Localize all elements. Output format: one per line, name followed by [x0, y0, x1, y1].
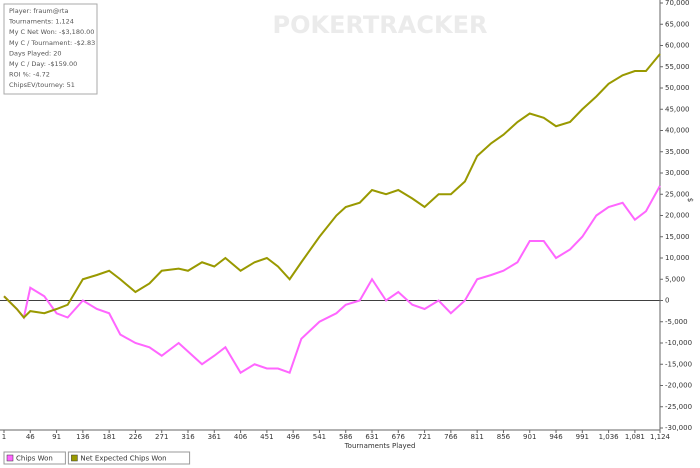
x-tick-label: 361 — [208, 433, 221, 441]
x-tick-label: 1,124 — [650, 433, 671, 441]
x-tick-label: 496 — [286, 433, 300, 441]
x-tick-label: 991 — [576, 433, 589, 441]
x-tick-label: 811 — [470, 433, 483, 441]
legend-item — [67, 451, 191, 465]
y-tick-label: 65,000 — [665, 20, 690, 28]
x-tick-label: 451 — [260, 433, 273, 441]
y-tick-label: 0 — [665, 297, 669, 305]
y-tick-label: 50,000 — [665, 84, 690, 92]
stat-line: My C / Tournament: -$2.83 — [9, 39, 95, 47]
stats-box — [3, 3, 98, 95]
legend-label: Chips Won — [16, 455, 53, 463]
x-tick-label: 136 — [76, 433, 90, 441]
x-tick-label: 91 — [52, 433, 61, 441]
stat-line: ChipsEV/tourney: 51 — [9, 81, 75, 89]
legend-label: Net Expected Chips Won — [80, 455, 166, 463]
y-tick-label: 30,000 — [665, 169, 690, 177]
y-tick-label: 55,000 — [665, 63, 690, 71]
stat-line: My C / Day: -$159.00 — [9, 60, 77, 68]
x-tick-label: 226 — [129, 433, 143, 441]
x-tick-label: 721 — [418, 433, 431, 441]
x-tick-label: 541 — [313, 433, 326, 441]
x-tick-label: 901 — [523, 433, 536, 441]
watermark: POKERTRACKER — [273, 11, 488, 39]
stat-line: Player: fraum@rta — [9, 7, 68, 15]
y-tick-label: -25,000 — [665, 403, 692, 411]
y-tick-label: 70,000 — [665, 0, 690, 7]
x-tick-label: 406 — [234, 433, 248, 441]
x-tick-label: 766 — [444, 433, 458, 441]
x-axis-title: Tournaments Played — [344, 442, 416, 450]
y-tick-label: 15,000 — [665, 233, 690, 241]
stat-line: ROI %: -4.72 — [9, 71, 50, 79]
y-tick-label: 10,000 — [665, 254, 690, 262]
y-tick-label: 35,000 — [665, 148, 690, 156]
x-tick-label: 676 — [392, 433, 406, 441]
y-tick-label: 20,000 — [665, 212, 690, 220]
legend-swatch — [71, 454, 78, 462]
x-tick-label: 586 — [339, 433, 353, 441]
x-tick-label: 856 — [497, 433, 511, 441]
legend-item — [3, 451, 66, 465]
x-tick-label: 181 — [102, 433, 115, 441]
stat-line: My C Net Won: -$3,180.00 — [9, 28, 94, 36]
y-tick-label: 40,000 — [665, 127, 690, 135]
y-tick-label: -5,000 — [665, 318, 688, 326]
x-tick-label: 631 — [365, 433, 378, 441]
series-line — [3, 185, 661, 375]
stat-line: Tournaments: 1,124 — [8, 18, 74, 26]
x-tick-label: 1,081 — [625, 433, 645, 441]
y-tick-label: 45,000 — [665, 105, 690, 113]
y-axis-title: $ — [686, 198, 694, 202]
x-tick-label: 316 — [181, 433, 195, 441]
stat-line: Days Played: 20 — [9, 49, 62, 57]
y-tick-label: -20,000 — [665, 382, 692, 390]
y-tick-label: 5,000 — [665, 275, 685, 283]
legend-swatch — [6, 454, 14, 462]
x-tick-label: 46 — [26, 433, 35, 441]
y-tick-label: -30,000 — [665, 424, 692, 432]
x-tick-label: 271 — [155, 433, 168, 441]
y-tick-label: -15,000 — [665, 360, 692, 368]
y-tick-label: 25,000 — [665, 190, 690, 198]
x-tick-label: 946 — [549, 433, 563, 441]
x-tick-label: 1,036 — [599, 433, 620, 441]
series-line — [3, 53, 661, 319]
x-tick-label: 1 — [2, 433, 6, 441]
y-tick-label: 60,000 — [665, 42, 690, 50]
y-tick-label: -10,000 — [665, 339, 692, 347]
